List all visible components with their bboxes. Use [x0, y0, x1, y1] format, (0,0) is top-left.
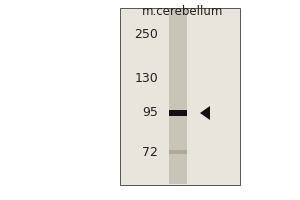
Text: 95: 95 [142, 106, 158, 119]
Text: 72: 72 [142, 146, 158, 158]
Text: 250: 250 [134, 28, 158, 42]
Bar [169, 9, 187, 184]
Text: 130: 130 [134, 72, 158, 84]
Polygon shape [200, 106, 210, 120]
Text: m.cerebellum: m.cerebellum [142, 5, 224, 18]
Bar [169, 150, 187, 154]
Bar [169, 110, 187, 116]
Bar [120, 8, 240, 185]
